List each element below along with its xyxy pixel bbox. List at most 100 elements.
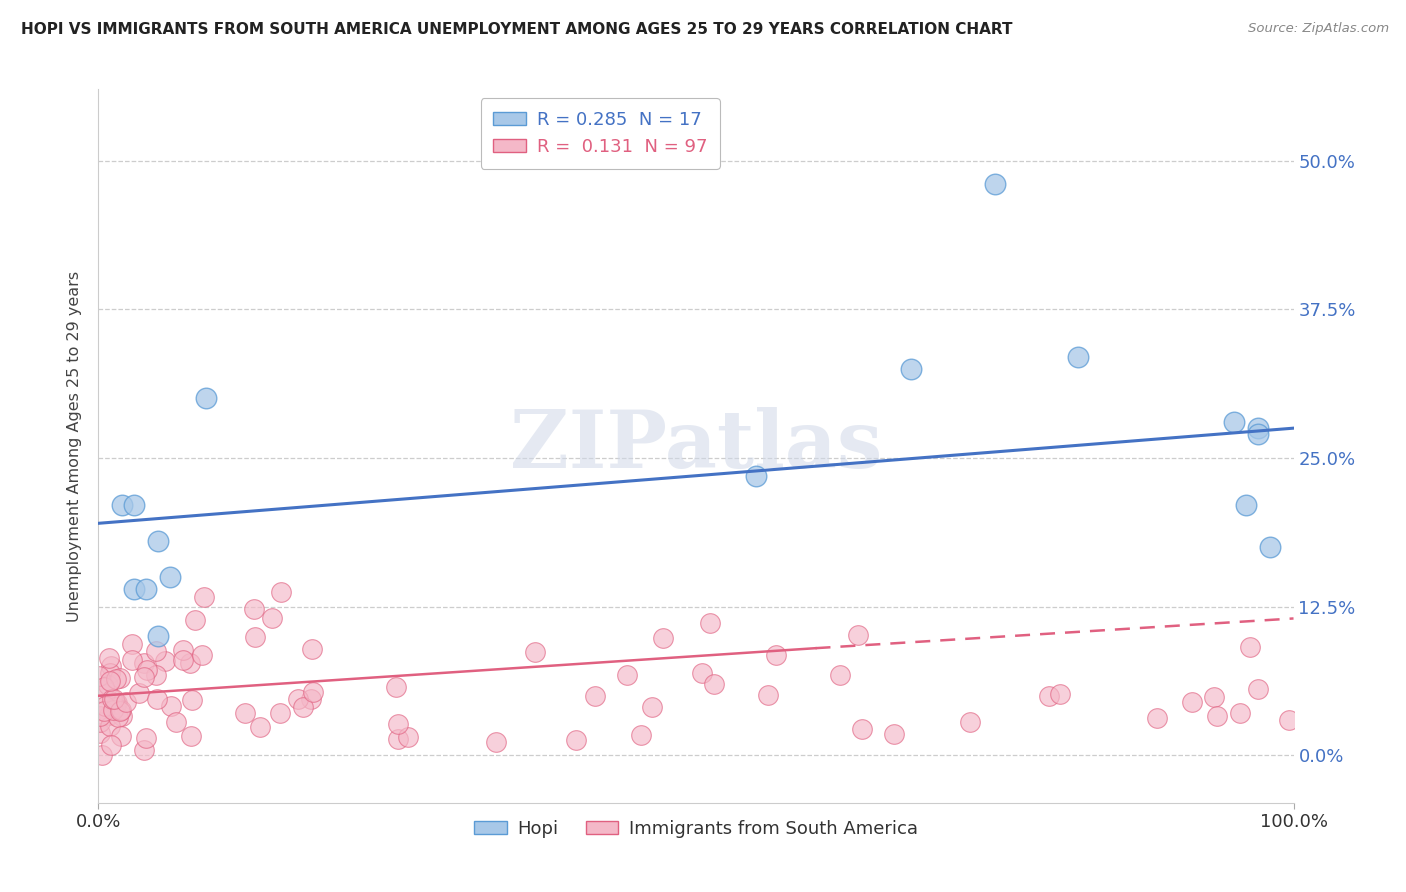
Point	[1223, 415, 1246, 429]
Point	[97, 708, 120, 723]
Point	[101, 703, 124, 717]
Point	[630, 728, 652, 742]
Point	[1049, 687, 1071, 701]
Point	[1181, 695, 1204, 709]
Point	[100, 692, 122, 706]
Point	[1247, 421, 1270, 435]
Point	[108, 704, 131, 718]
Point	[100, 665, 122, 680]
Point	[96, 678, 118, 692]
Point	[103, 692, 125, 706]
Point	[132, 670, 155, 684]
Point	[105, 673, 128, 687]
Point	[287, 692, 309, 706]
Point	[523, 645, 546, 659]
Point	[148, 534, 170, 549]
Point	[703, 677, 725, 691]
Point	[124, 499, 146, 513]
Point	[292, 700, 315, 714]
Point	[180, 729, 202, 743]
Point	[184, 613, 207, 627]
Point	[1038, 689, 1060, 703]
Point	[1258, 540, 1281, 554]
Point	[136, 663, 159, 677]
Point	[270, 585, 292, 599]
Point	[89, 714, 111, 729]
Point	[245, 631, 267, 645]
Point	[243, 602, 266, 616]
Point	[1247, 427, 1270, 442]
Point	[124, 582, 146, 596]
Point	[135, 731, 157, 745]
Point	[135, 582, 157, 596]
Point	[1239, 640, 1261, 654]
Point	[249, 720, 271, 734]
Text: Source: ZipAtlas.com: Source: ZipAtlas.com	[1249, 22, 1389, 36]
Point	[87, 669, 110, 683]
Point	[172, 653, 194, 667]
Point	[1146, 711, 1168, 725]
Point	[111, 499, 134, 513]
Point	[1229, 706, 1251, 720]
Point	[115, 695, 138, 709]
Point	[641, 699, 664, 714]
Point	[104, 699, 127, 714]
Point	[98, 673, 121, 688]
Point	[148, 629, 170, 643]
Point	[699, 616, 721, 631]
Point	[233, 706, 256, 720]
Point	[100, 658, 122, 673]
Point	[301, 642, 323, 657]
Point	[121, 653, 143, 667]
Point	[387, 731, 409, 746]
Point	[146, 691, 169, 706]
Point	[269, 706, 291, 720]
Point	[1247, 681, 1270, 696]
Point	[145, 668, 167, 682]
Point	[302, 685, 325, 699]
Point	[959, 715, 981, 730]
Point	[1067, 350, 1090, 364]
Point	[1206, 709, 1229, 723]
Point	[134, 656, 156, 670]
Point	[193, 590, 215, 604]
Point	[745, 468, 768, 483]
Point	[121, 636, 143, 650]
Text: HOPI VS IMMIGRANTS FROM SOUTH AMERICA UNEMPLOYMENT AMONG AGES 25 TO 29 YEARS COR: HOPI VS IMMIGRANTS FROM SOUTH AMERICA UN…	[21, 22, 1012, 37]
Point	[690, 666, 713, 681]
Point	[105, 696, 128, 710]
Y-axis label: Unemployment Among Ages 25 to 29 years: Unemployment Among Ages 25 to 29 years	[66, 270, 82, 622]
Legend: Hopi, Immigrants from South America: Hopi, Immigrants from South America	[467, 813, 925, 845]
Point	[191, 648, 214, 663]
Text: ZIPatlas: ZIPatlas	[510, 407, 882, 485]
Point	[93, 681, 115, 695]
Point	[1202, 690, 1225, 704]
Point	[485, 735, 508, 749]
Point	[260, 610, 283, 624]
Point	[107, 710, 129, 724]
Point	[128, 686, 150, 700]
Point	[111, 709, 134, 723]
Point	[299, 691, 322, 706]
Point	[153, 653, 176, 667]
Point	[90, 747, 112, 762]
Point	[756, 688, 779, 702]
Point	[93, 704, 115, 718]
Point	[89, 708, 111, 723]
Point	[846, 628, 869, 642]
Point	[387, 716, 409, 731]
Point	[145, 644, 167, 658]
Point	[851, 723, 873, 737]
Point	[94, 699, 117, 714]
Point	[89, 726, 111, 740]
Point	[883, 727, 905, 741]
Point	[172, 642, 194, 657]
Point	[110, 702, 132, 716]
Point	[104, 697, 127, 711]
Point	[652, 631, 675, 645]
Point	[100, 739, 122, 753]
Point	[180, 693, 202, 707]
Point	[984, 178, 1007, 192]
Point	[385, 681, 408, 695]
Point	[830, 668, 852, 682]
